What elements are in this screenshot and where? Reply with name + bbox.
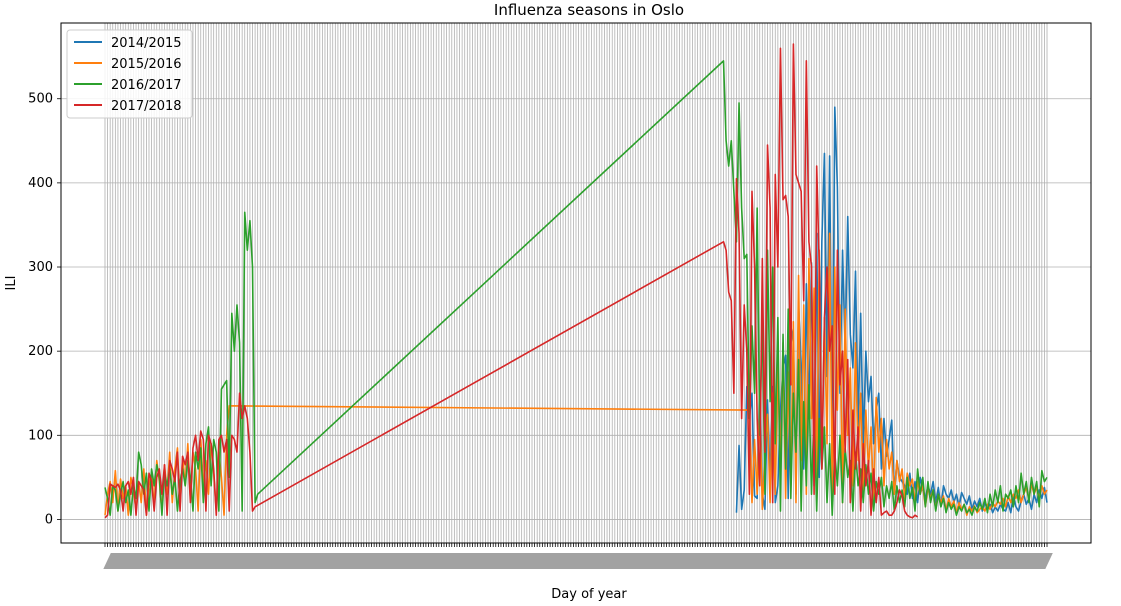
x-tick-labels: [103, 553, 1053, 569]
y-tick-label: 100: [28, 428, 53, 443]
legend-label: 2016/2017: [111, 78, 182, 93]
legend-label: 2017/2018: [111, 99, 182, 114]
y-tick-label: 200: [28, 344, 53, 359]
y-tick-label: 400: [28, 176, 53, 191]
y-tick-label: 300: [28, 260, 53, 275]
legend-label: 2014/2015: [111, 36, 182, 51]
x-axis-label: Day of year: [551, 587, 627, 602]
legend: 2014/2015 2015/2016 2016/2017 2017/2018: [66, 29, 193, 119]
series-lines: [104, 43, 1048, 519]
series-line: [104, 60, 1048, 517]
y-axis-label: ILI: [4, 276, 19, 291]
series-line: [104, 43, 919, 519]
x-axis-ticks: [103, 543, 1053, 569]
legend-box: [66, 29, 193, 119]
chart-title: Influenza seasons in Oslo: [494, 1, 684, 19]
grid: [61, 23, 1091, 543]
y-tick-label: 500: [28, 92, 53, 107]
y-tick-label: 0: [45, 512, 53, 527]
y-axis-ticks: 0 100 200 300 400 500: [28, 92, 61, 527]
legend-label: 2015/2016: [111, 57, 182, 72]
